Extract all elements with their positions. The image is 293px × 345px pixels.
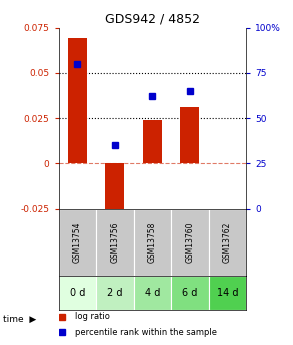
Bar: [105, 164, 124, 221]
Bar: [143, 120, 162, 164]
Text: GSM13760: GSM13760: [185, 221, 194, 263]
Text: GSM13754: GSM13754: [73, 221, 82, 263]
Text: 4 d: 4 d: [145, 288, 160, 298]
Text: 14 d: 14 d: [217, 288, 238, 298]
Text: GSM13756: GSM13756: [110, 221, 119, 263]
Bar: [59, 209, 96, 276]
Bar: [180, 107, 199, 164]
Text: 6 d: 6 d: [182, 288, 197, 298]
Bar: [134, 276, 171, 310]
Bar: [59, 276, 96, 310]
Bar: [96, 209, 134, 276]
Text: GSM13758: GSM13758: [148, 222, 157, 263]
Text: time  ▶: time ▶: [3, 315, 36, 324]
Text: 0 d: 0 d: [70, 288, 85, 298]
Bar: [209, 276, 246, 310]
Title: GDS942 / 4852: GDS942 / 4852: [105, 12, 200, 25]
Text: log ratio: log ratio: [76, 312, 110, 321]
Bar: [171, 276, 209, 310]
Bar: [96, 276, 134, 310]
Text: percentile rank within the sample: percentile rank within the sample: [76, 328, 217, 337]
Bar: [68, 38, 87, 164]
Bar: [134, 209, 171, 276]
Text: GSM13762: GSM13762: [223, 222, 232, 263]
Text: 2 d: 2 d: [107, 288, 122, 298]
Bar: [171, 209, 209, 276]
Bar: [209, 209, 246, 276]
